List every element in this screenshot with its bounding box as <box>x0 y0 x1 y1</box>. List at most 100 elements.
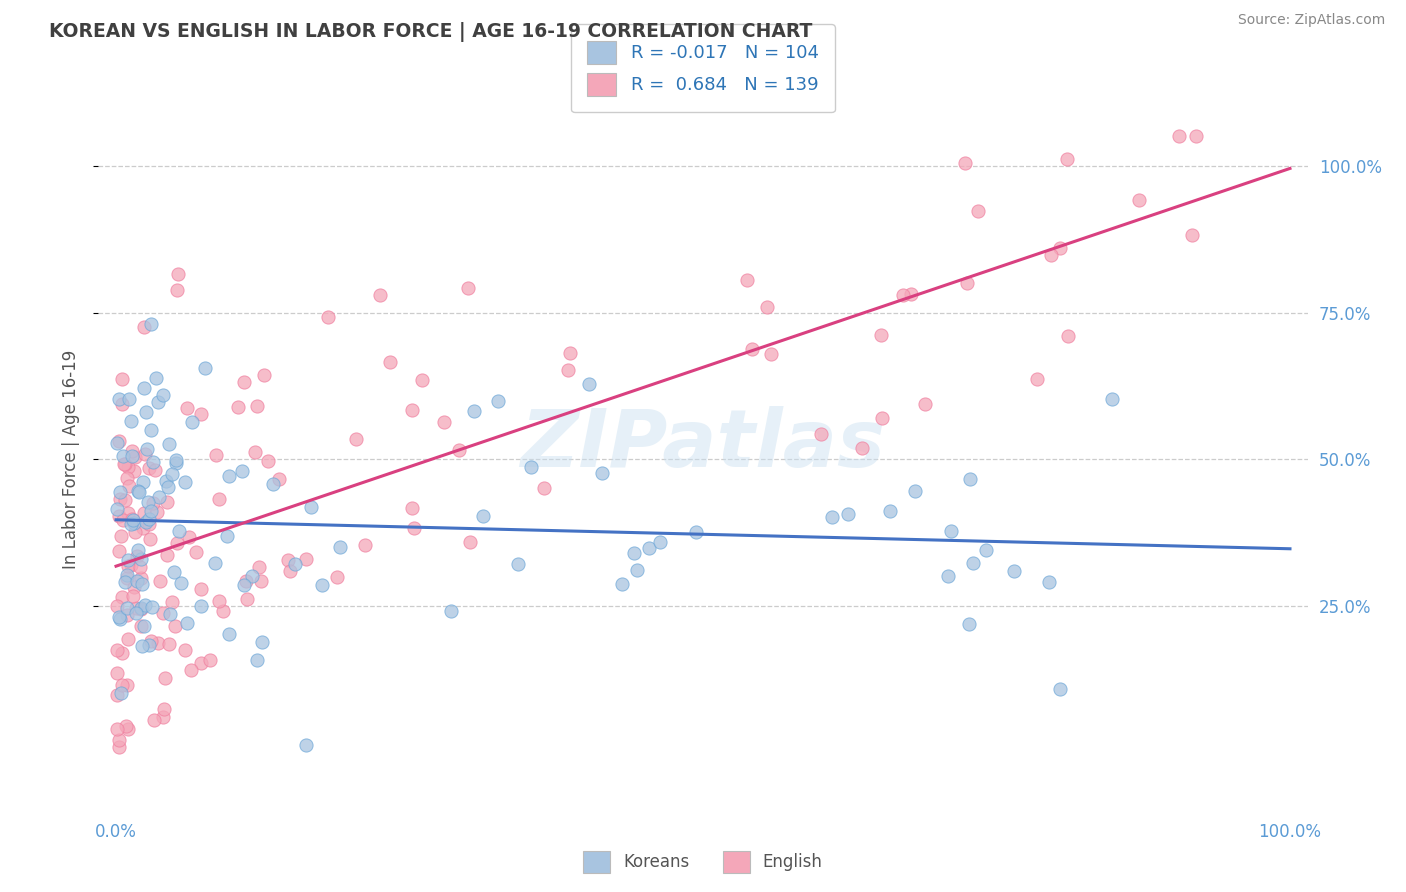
Point <box>120 414 142 428</box>
Point <box>837 507 859 521</box>
Point <box>138 638 160 652</box>
Point <box>108 610 131 624</box>
Point <box>138 511 160 525</box>
Point <box>626 563 648 577</box>
Point <box>1128 194 1150 208</box>
Text: Source: ZipAtlas.com: Source: ZipAtlas.com <box>1237 13 1385 28</box>
Point <box>132 521 155 535</box>
Point <box>247 559 270 574</box>
Point <box>904 483 927 498</box>
Point <box>136 494 159 508</box>
Point <box>111 372 134 386</box>
Point <box>152 710 174 724</box>
Point <box>114 575 136 590</box>
Point <box>108 612 131 626</box>
Point <box>160 467 183 481</box>
Point <box>163 566 186 580</box>
Point <box>143 463 166 477</box>
Point <box>138 516 160 531</box>
Point <box>218 627 240 641</box>
Point <box>1101 392 1123 406</box>
Point <box>1185 129 1208 144</box>
Point <box>1057 329 1080 343</box>
Point <box>117 559 139 574</box>
Point <box>118 478 141 492</box>
Point <box>955 276 977 290</box>
Point <box>228 400 250 414</box>
Point <box>132 506 155 520</box>
Point <box>368 287 391 301</box>
Point <box>156 480 179 494</box>
Point <box>141 600 163 615</box>
Point <box>208 593 231 607</box>
Point <box>277 553 299 567</box>
Point <box>1039 248 1062 262</box>
Point <box>121 450 143 464</box>
Point <box>557 363 579 377</box>
Point <box>105 722 128 736</box>
Point <box>591 467 613 481</box>
Point <box>108 434 131 448</box>
Point <box>139 633 162 648</box>
Point <box>134 381 156 395</box>
Point <box>1056 152 1078 166</box>
Point <box>163 619 186 633</box>
Point <box>578 376 600 391</box>
Point <box>112 457 135 471</box>
Point <box>114 457 136 471</box>
Point <box>378 355 401 369</box>
Point <box>558 346 581 360</box>
Point <box>200 653 222 667</box>
Point <box>957 617 980 632</box>
Point <box>138 460 160 475</box>
Point <box>851 441 873 455</box>
Point <box>870 328 893 343</box>
Point <box>156 549 179 563</box>
Point <box>135 516 157 530</box>
Point <box>143 713 166 727</box>
Point <box>1026 372 1049 386</box>
Point <box>107 508 129 523</box>
Point <box>142 496 165 510</box>
Point <box>111 590 134 604</box>
Point <box>111 678 134 692</box>
Point <box>115 677 138 691</box>
Point <box>184 545 207 559</box>
Point <box>129 602 152 616</box>
Point <box>148 490 170 504</box>
Point <box>115 607 138 622</box>
Point <box>810 427 832 442</box>
Point <box>117 722 139 736</box>
Point <box>235 574 257 588</box>
Point <box>124 525 146 540</box>
Point <box>176 401 198 415</box>
Point <box>610 576 633 591</box>
Point <box>267 472 290 486</box>
Point <box>121 443 143 458</box>
Point <box>190 408 212 422</box>
Point <box>458 535 481 549</box>
Point <box>117 601 139 615</box>
Point <box>165 453 187 467</box>
Point <box>166 535 188 549</box>
Point <box>139 504 162 518</box>
Point <box>246 653 269 667</box>
Point <box>108 740 131 755</box>
Point <box>870 411 893 425</box>
Y-axis label: In Labor Force | Age 16-19: In Labor Force | Age 16-19 <box>62 350 80 569</box>
Point <box>127 574 149 589</box>
Point <box>156 495 179 509</box>
Point <box>879 504 901 518</box>
Point <box>962 556 984 570</box>
Point <box>149 574 172 589</box>
Point <box>125 606 148 620</box>
Point <box>506 557 529 571</box>
Point <box>233 375 256 389</box>
Legend: Koreans, English: Koreans, English <box>576 845 830 880</box>
Point <box>122 464 145 478</box>
Point <box>735 273 758 287</box>
Point <box>250 574 273 589</box>
Point <box>166 268 188 282</box>
Point <box>432 415 454 429</box>
Point <box>190 582 212 596</box>
